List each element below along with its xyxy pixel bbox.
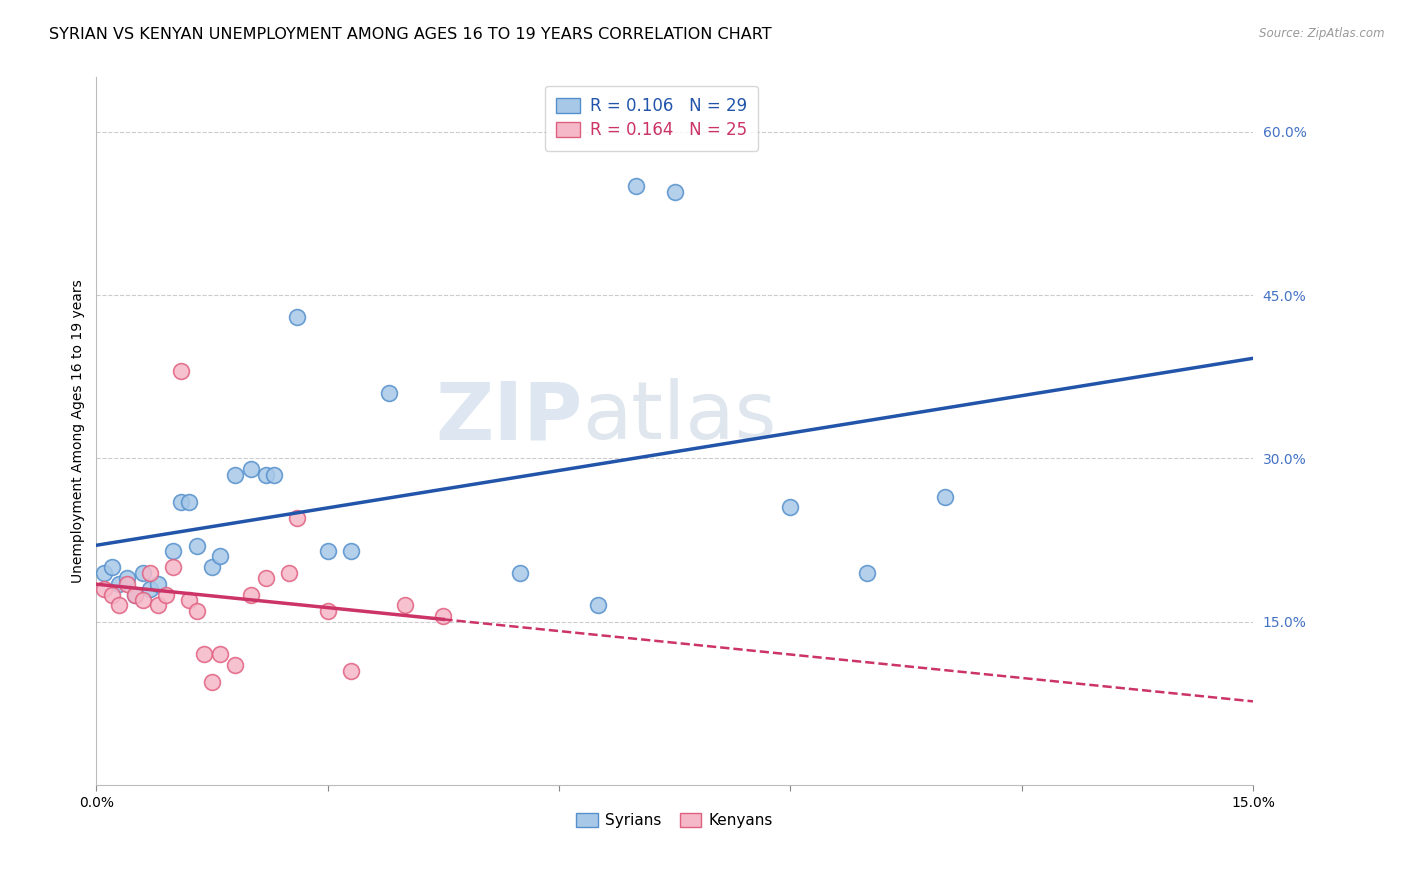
Point bbox=[201, 560, 224, 574]
Point bbox=[934, 490, 956, 504]
Text: atlas: atlas bbox=[582, 378, 776, 456]
Point bbox=[285, 511, 308, 525]
Text: Source: ZipAtlas.com: Source: ZipAtlas.com bbox=[1260, 27, 1385, 40]
Point bbox=[186, 604, 208, 618]
Point bbox=[124, 588, 146, 602]
Point bbox=[100, 560, 122, 574]
Point bbox=[432, 609, 454, 624]
Point bbox=[254, 467, 277, 482]
Point bbox=[263, 467, 285, 482]
Y-axis label: Unemployment Among Ages 16 to 19 years: Unemployment Among Ages 16 to 19 years bbox=[72, 279, 86, 583]
Point bbox=[170, 364, 193, 378]
Text: SYRIAN VS KENYAN UNEMPLOYMENT AMONG AGES 16 TO 19 YEARS CORRELATION CHART: SYRIAN VS KENYAN UNEMPLOYMENT AMONG AGES… bbox=[49, 27, 772, 42]
Point bbox=[108, 599, 131, 613]
Point bbox=[340, 544, 363, 558]
Point bbox=[115, 576, 138, 591]
Point bbox=[146, 599, 169, 613]
Point bbox=[394, 599, 416, 613]
Point bbox=[100, 588, 122, 602]
Point bbox=[278, 566, 301, 580]
Point bbox=[177, 593, 200, 607]
Point bbox=[316, 544, 339, 558]
Point bbox=[201, 674, 224, 689]
Point bbox=[586, 599, 609, 613]
Point bbox=[316, 604, 339, 618]
Point bbox=[162, 560, 184, 574]
Point bbox=[131, 593, 153, 607]
Point bbox=[509, 566, 531, 580]
Point bbox=[193, 648, 215, 662]
Point bbox=[254, 571, 277, 585]
Point bbox=[177, 495, 200, 509]
Point bbox=[779, 500, 801, 515]
Point bbox=[146, 576, 169, 591]
Point bbox=[155, 588, 177, 602]
Point bbox=[224, 467, 246, 482]
Point bbox=[664, 185, 686, 199]
Point bbox=[239, 588, 262, 602]
Point bbox=[93, 566, 115, 580]
Point bbox=[139, 582, 162, 596]
Point bbox=[624, 179, 647, 194]
Point bbox=[93, 582, 115, 596]
Point bbox=[340, 664, 363, 678]
Point bbox=[139, 566, 162, 580]
Point bbox=[239, 462, 262, 476]
Point bbox=[131, 566, 153, 580]
Point bbox=[115, 571, 138, 585]
Point bbox=[162, 544, 184, 558]
Point bbox=[285, 310, 308, 324]
Point bbox=[208, 648, 231, 662]
Point bbox=[186, 539, 208, 553]
Text: ZIP: ZIP bbox=[434, 378, 582, 456]
Point bbox=[170, 495, 193, 509]
Point bbox=[378, 386, 401, 401]
Point bbox=[108, 576, 131, 591]
Legend: Syrians, Kenyans: Syrians, Kenyans bbox=[569, 806, 779, 834]
Point bbox=[856, 566, 879, 580]
Point bbox=[208, 549, 231, 564]
Point bbox=[224, 658, 246, 673]
Point bbox=[124, 588, 146, 602]
